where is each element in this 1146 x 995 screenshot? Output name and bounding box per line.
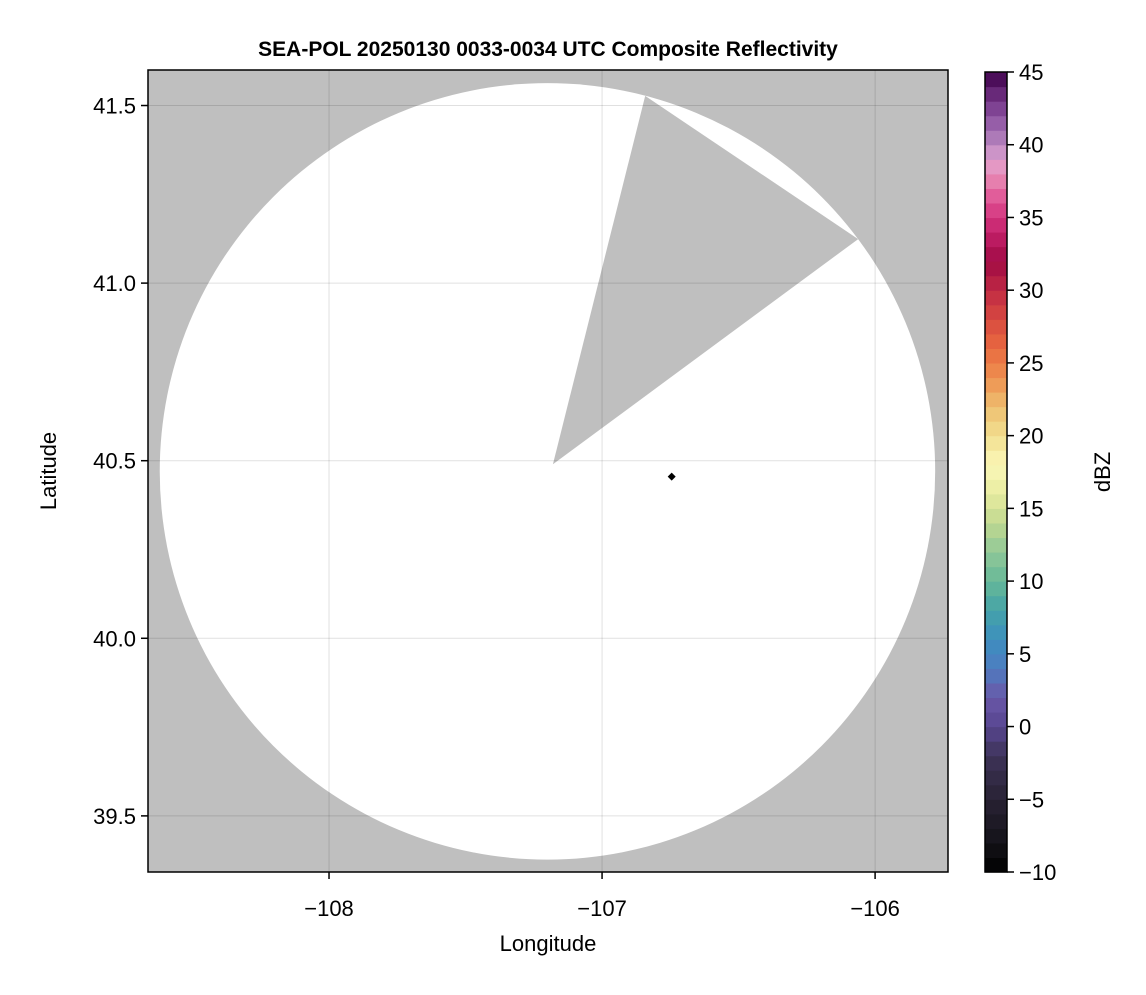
colorbar-tick-label: 35 xyxy=(1019,205,1043,230)
colorbar-bin xyxy=(985,72,1007,88)
radar-location-marker xyxy=(667,472,676,481)
colorbar-bin xyxy=(985,842,1007,859)
colorbar-tick-label: 0 xyxy=(1019,715,1031,740)
plot-frame xyxy=(147,69,949,873)
colorbar-bin xyxy=(985,290,1007,306)
colorbar-bin xyxy=(985,770,1007,786)
colorbar-bin xyxy=(985,261,1007,277)
colorbar-bin xyxy=(985,522,1007,539)
colorbar-bin xyxy=(985,639,1007,655)
colorbar-bin xyxy=(985,333,1007,349)
colorbar-bin xyxy=(985,479,1007,495)
colorbar-bin xyxy=(985,232,1007,248)
colorbar-bin xyxy=(985,813,1007,829)
colorbar-tick-label: 15 xyxy=(1019,496,1043,521)
colorbar-bin xyxy=(985,464,1007,480)
colorbar-tick-label: 5 xyxy=(1019,642,1031,667)
colorbar-bin xyxy=(985,741,1007,757)
colorbar-bin xyxy=(985,508,1007,524)
colorbar-bin xyxy=(985,610,1007,626)
colorbar-bin xyxy=(985,246,1007,262)
colorbar-bin xyxy=(985,828,1007,844)
colorbar-bin xyxy=(985,392,1007,408)
y-tick-label: 40.5 xyxy=(93,449,136,474)
colorbar-bin xyxy=(985,450,1007,466)
y-tick-label: 41.0 xyxy=(93,271,136,296)
colorbar-bin xyxy=(985,857,1007,873)
colorbar-tick-label: 10 xyxy=(1019,569,1043,594)
colorbar-bin xyxy=(985,188,1007,204)
chart-title: SEA-POL 20250130 0033-0034 UTC Composite… xyxy=(258,38,838,61)
colorbar-bin xyxy=(985,406,1007,422)
colorbar-tick-label: 45 xyxy=(1019,60,1043,85)
y-tick-label: 40.0 xyxy=(93,626,136,651)
colorbar-bin xyxy=(985,537,1007,553)
colorbar-bin xyxy=(985,101,1007,117)
y-axis-label: Latitude xyxy=(36,432,61,510)
colorbar-bin xyxy=(985,581,1007,597)
colorbar-tick-label: −5 xyxy=(1019,787,1044,812)
colorbar-bin xyxy=(985,202,1007,219)
x-tick-label: −106 xyxy=(850,896,900,921)
colorbar-bin xyxy=(985,784,1007,800)
colorbar-bin xyxy=(985,115,1007,131)
colorbar-bin xyxy=(985,697,1007,713)
colorbar-bin xyxy=(985,130,1007,146)
colorbar-frame xyxy=(984,71,1008,873)
colorbar-bin xyxy=(985,86,1007,102)
colorbar-tick-label: 25 xyxy=(1019,351,1043,376)
y-tick-label: 39.5 xyxy=(93,804,136,829)
colorbar-bin xyxy=(985,668,1007,684)
radar-coverage-area xyxy=(159,83,936,860)
x-tick-label: −108 xyxy=(304,896,354,921)
colorbar-bin xyxy=(985,595,1007,611)
colorbar-bin xyxy=(985,712,1007,728)
colorbar-bin xyxy=(985,726,1007,742)
colorbar-bin xyxy=(985,682,1007,699)
colorbar-bin xyxy=(985,304,1007,320)
x-axis-label: Longitude xyxy=(500,931,597,956)
colorbar-bin xyxy=(985,144,1007,160)
colorbar-label: dBZ xyxy=(1090,452,1115,492)
colorbar-bin xyxy=(985,653,1007,669)
colorbar-tick-label: 40 xyxy=(1019,133,1043,158)
colorbar-bin xyxy=(985,377,1007,393)
colorbar-bin xyxy=(985,493,1007,509)
colorbar-bin xyxy=(985,217,1007,233)
y-tick-label: 41.5 xyxy=(93,94,136,119)
colorbar-bin xyxy=(985,624,1007,640)
colorbar-bin xyxy=(985,275,1007,291)
colorbar-bin xyxy=(985,755,1007,771)
colorbar-bin xyxy=(985,435,1007,451)
blocked-sector xyxy=(552,95,859,465)
colorbar-tick-label: 30 xyxy=(1019,278,1043,303)
colorbar-bin xyxy=(985,799,1007,815)
x-tick-label: −107 xyxy=(577,896,627,921)
colorbar-tick-label: 20 xyxy=(1019,424,1043,449)
colorbar-tick-label: −10 xyxy=(1019,860,1056,885)
colorbar-bin xyxy=(985,319,1007,335)
colorbar-bin xyxy=(985,566,1007,582)
colorbar-bin xyxy=(985,348,1007,364)
colorbar-bin xyxy=(985,159,1007,175)
colorbar-bin xyxy=(985,552,1007,568)
colorbar-bin xyxy=(985,173,1007,189)
colorbar-bin xyxy=(985,421,1007,437)
colorbar-bin xyxy=(985,362,1007,379)
